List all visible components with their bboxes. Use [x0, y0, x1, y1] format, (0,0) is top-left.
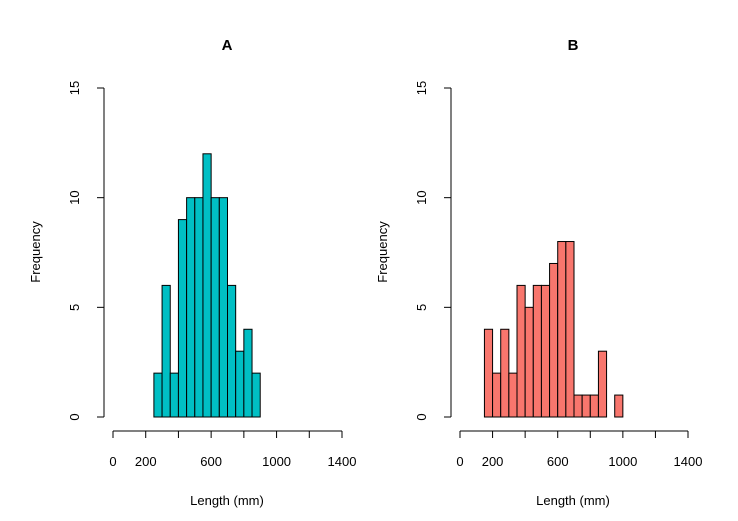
- x-tick-label: 0: [109, 454, 116, 469]
- histogram-bar: [614, 394, 624, 418]
- histogram-bar: [177, 219, 188, 418]
- histogram-bar: [565, 241, 575, 418]
- histogram-bar: [524, 306, 534, 418]
- y-axis-label: Frequency: [375, 221, 390, 283]
- histogram-bar: [532, 284, 542, 418]
- x-tick-label: 200: [482, 454, 504, 469]
- histogram-bar: [227, 284, 237, 418]
- histogram-bar: [581, 394, 591, 418]
- histogram-bar: [243, 328, 253, 418]
- x-axis-label: Length (mm): [190, 493, 264, 508]
- y-tick-label: 15: [414, 81, 429, 95]
- x-tick-label: 0: [456, 454, 463, 469]
- x-tick-label: 1000: [262, 454, 291, 469]
- histogram-bar: [589, 394, 599, 418]
- histogram-panel-a: A 0 5 10 15 0 200 600 1000 1400 Length (mm) Frequen…: [28, 37, 356, 508]
- x-tick-label: 1400: [674, 454, 703, 469]
- histogram-bar: [218, 197, 228, 418]
- histogram-bar: [492, 372, 502, 418]
- histogram-bar: [169, 372, 179, 418]
- histogram-panel-b: B 0 5 10 15 0 200 600 1000 1400 Length (mm) Frequen…: [375, 37, 702, 508]
- histogram-bar: [186, 197, 196, 418]
- y-tick-label: 5: [67, 304, 82, 311]
- x-tick-label: 600: [200, 454, 222, 469]
- histogram-bar: [202, 153, 212, 418]
- histogram-bar: [210, 197, 220, 418]
- x-tick-label: 200: [135, 454, 157, 469]
- x-tick-label: 1000: [608, 454, 637, 469]
- y-tick-label: 0: [414, 413, 429, 420]
- histogram-bar: [194, 197, 204, 418]
- y-tick-label: 10: [67, 190, 82, 204]
- histogram-bar: [235, 350, 245, 418]
- x-axis-label: Length (mm): [536, 493, 610, 508]
- histogram-bar: [549, 262, 559, 418]
- y-tick-label: 5: [414, 304, 429, 311]
- histogram-bar: [557, 241, 567, 418]
- histogram-bar: [161, 284, 171, 418]
- chart-title: B: [568, 37, 579, 54]
- y-tick-label: 15: [67, 81, 82, 95]
- histogram-bar: [153, 372, 163, 418]
- histogram-bar: [597, 350, 608, 418]
- histogram-bar: [540, 284, 551, 418]
- histogram-bar: [500, 328, 510, 418]
- y-tick-label: 0: [67, 413, 82, 420]
- y-tick-label: 10: [414, 190, 429, 204]
- histogram-bar: [508, 372, 518, 418]
- x-tick-label: 600: [547, 454, 569, 469]
- histogram-bar: [516, 284, 526, 418]
- y-axis-label: Frequency: [28, 221, 43, 283]
- histogram-bar: [483, 328, 494, 418]
- histogram-bar: [573, 394, 583, 418]
- chart-title: A: [222, 37, 233, 54]
- histogram-bar: [251, 372, 261, 418]
- x-tick-label: 1400: [328, 454, 357, 469]
